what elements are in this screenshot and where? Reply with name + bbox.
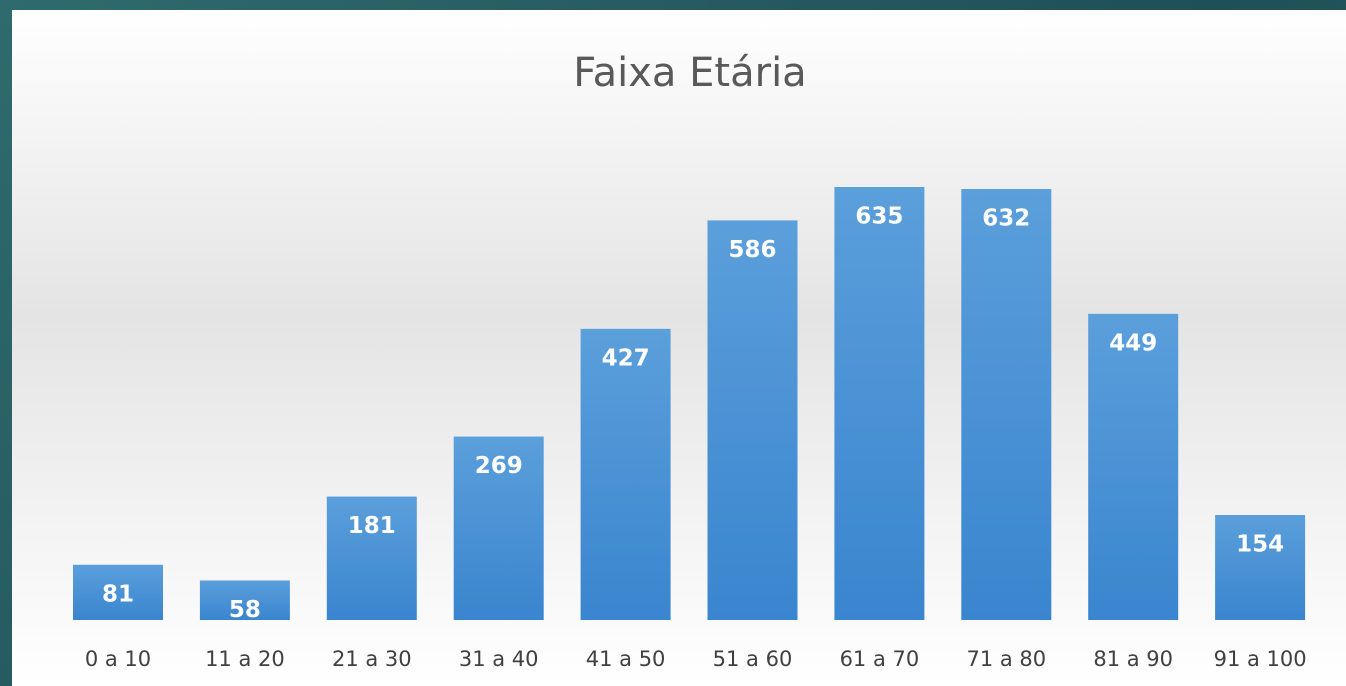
bar bbox=[834, 187, 925, 620]
chart-title: Faixa Etária bbox=[573, 50, 806, 96]
x-tick-label: 11 a 20 bbox=[205, 647, 285, 671]
data-label: 635 bbox=[855, 204, 903, 230]
data-label: 632 bbox=[982, 206, 1030, 232]
bar bbox=[1215, 514, 1306, 620]
bar bbox=[707, 220, 798, 620]
x-tick-label: 31 a 40 bbox=[459, 647, 539, 671]
bar bbox=[326, 496, 417, 620]
x-tick-label: 51 a 60 bbox=[713, 647, 793, 671]
bar bbox=[453, 436, 544, 620]
x-tick-label: 41 a 50 bbox=[586, 647, 666, 671]
bar bbox=[580, 328, 671, 620]
x-tick-label: 81 a 90 bbox=[1093, 647, 1173, 671]
x-tick-label: 0 a 10 bbox=[85, 647, 151, 671]
bar bbox=[73, 564, 163, 620]
bar bbox=[961, 189, 1052, 621]
data-label: 81 bbox=[102, 581, 134, 607]
data-label: 427 bbox=[602, 345, 650, 371]
data-label: 586 bbox=[728, 237, 776, 263]
data-label: 181 bbox=[348, 513, 396, 539]
data-label: 449 bbox=[1109, 330, 1157, 356]
x-tick-label: 91 a 100 bbox=[1214, 647, 1307, 671]
x-tick-label: 61 a 70 bbox=[840, 647, 920, 671]
data-label: 269 bbox=[475, 453, 523, 479]
x-tick-label: 21 a 30 bbox=[332, 647, 412, 671]
bar bbox=[199, 580, 290, 620]
data-label: 154 bbox=[1236, 531, 1284, 557]
x-tick-label: 71 a 80 bbox=[966, 647, 1046, 671]
data-label: 58 bbox=[229, 597, 261, 623]
bar bbox=[1088, 313, 1179, 620]
